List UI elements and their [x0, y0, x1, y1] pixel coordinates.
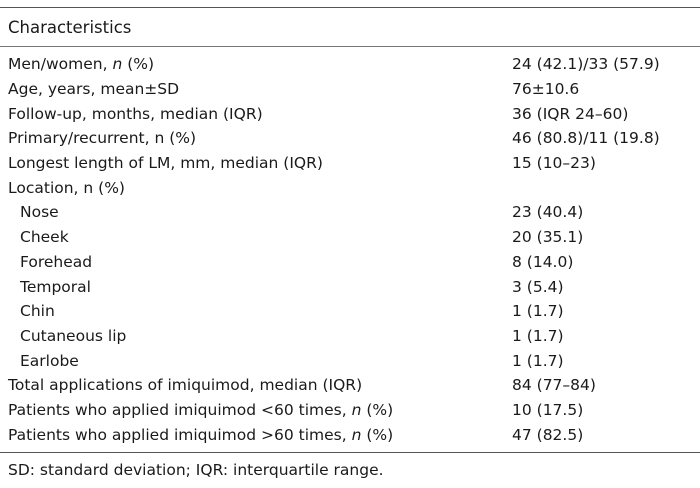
- table-row: Follow-up, months, median (IQR) 36 (IQR …: [0, 101, 700, 126]
- row-label: Earlobe: [20, 351, 79, 370]
- table-row: Nose 23 (40.4): [0, 200, 700, 225]
- row-value: 1 (1.7): [512, 302, 564, 321]
- row-label: Patients who applied imiquimod <60 times…: [8, 400, 394, 419]
- table-row: Cutaneous lip 1 (1.7): [0, 324, 700, 349]
- table-row: Forehead 8 (14.0): [0, 250, 700, 275]
- table-row: Men/women, n (%) 24 (42.1)/33 (57.9): [0, 52, 700, 77]
- row-label: Men/women, n (%): [8, 55, 155, 74]
- row-label: Forehead: [20, 252, 93, 271]
- header-rule: [0, 46, 700, 47]
- row-label: Total applications of imiquimod, median …: [8, 376, 363, 395]
- table-bottom-rule: [0, 452, 700, 453]
- table-row: Earlobe 1 (1.7): [0, 348, 700, 373]
- table-row: Patients who applied imiquimod >60 times…: [0, 422, 700, 447]
- table-row: Total applications of imiquimod, median …: [0, 373, 700, 398]
- table-row: Longest length of LM, mm, median (IQR) 1…: [0, 151, 700, 176]
- table-row: Primary/recurrent, n (%) 46 (80.8)/11 (1…: [0, 126, 700, 151]
- row-value: 20 (35.1): [512, 228, 584, 247]
- row-label: Nose: [20, 203, 59, 222]
- table-row: Temporal 3 (5.4): [0, 274, 700, 299]
- row-label: Location, n (%): [8, 178, 125, 197]
- row-value: 3 (5.4): [512, 277, 564, 296]
- table-footnote: SD: standard deviation; IQR: interquarti…: [8, 461, 384, 479]
- table-row: Chin 1 (1.7): [0, 299, 700, 324]
- row-value: 24 (42.1)/33 (57.9): [512, 55, 660, 74]
- row-value: 84 (77–84): [512, 376, 596, 395]
- row-label: Age, years, mean±SD: [8, 80, 180, 99]
- header-characteristics: Characteristics: [8, 17, 132, 37]
- table-row: Cheek 20 (35.1): [0, 225, 700, 250]
- row-value: 8 (14.0): [512, 252, 574, 271]
- row-value: 76±10.6: [512, 80, 580, 99]
- table-row: Patients who applied imiquimod <60 times…: [0, 398, 700, 423]
- row-label: Cheek: [20, 228, 69, 247]
- row-value: 36 (IQR 24–60): [512, 104, 629, 123]
- row-label: Patients who applied imiquimod >60 times…: [8, 425, 394, 444]
- row-label: Chin: [20, 302, 55, 321]
- row-value: 47 (82.5): [512, 425, 584, 444]
- table-header: Characteristics: [0, 8, 700, 46]
- table-body: Men/women, n (%) 24 (42.1)/33 (57.9) Age…: [0, 47, 700, 452]
- table-top-rule: [0, 7, 700, 8]
- table-row: Location, n (%): [0, 175, 700, 200]
- row-label: Follow-up, months, median (IQR): [8, 104, 263, 123]
- row-value: 10 (17.5): [512, 400, 584, 419]
- row-label: Longest length of LM, mm, median (IQR): [8, 154, 323, 173]
- row-value: 15 (10–23): [512, 154, 596, 173]
- row-value: 23 (40.4): [512, 203, 584, 222]
- row-value: 1 (1.7): [512, 326, 564, 345]
- row-label: Cutaneous lip: [20, 326, 127, 345]
- row-label: Temporal: [20, 277, 91, 296]
- row-value: 46 (80.8)/11 (19.8): [512, 129, 660, 148]
- row-label: Primary/recurrent, n (%): [8, 129, 197, 148]
- row-value: 1 (1.7): [512, 351, 564, 370]
- characteristics-table: Characteristics Men/women, n (%) 24 (42.…: [0, 7, 700, 453]
- table-row: Age, years, mean±SD 76±10.6: [0, 77, 700, 102]
